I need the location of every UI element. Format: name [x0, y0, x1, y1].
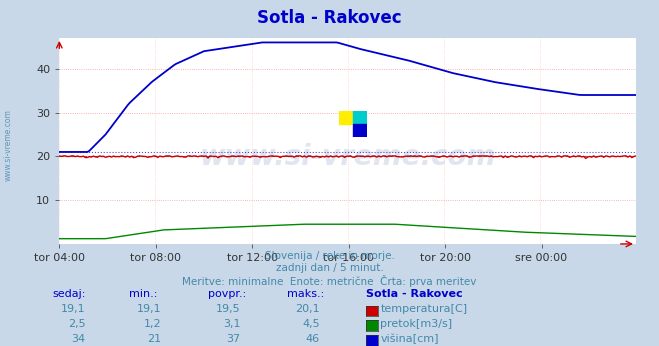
Text: povpr.:: povpr.:: [208, 289, 246, 299]
Text: 37: 37: [227, 334, 241, 344]
Text: 3,1: 3,1: [223, 319, 241, 329]
Text: 34: 34: [72, 334, 86, 344]
Text: višina[cm]: višina[cm]: [380, 334, 439, 344]
Text: sedaj:: sedaj:: [53, 289, 86, 299]
Text: 4,5: 4,5: [302, 319, 320, 329]
Bar: [353, 124, 366, 137]
Text: 19,5: 19,5: [216, 304, 241, 314]
Text: temperatura[C]: temperatura[C]: [380, 304, 467, 314]
Text: 19,1: 19,1: [137, 304, 161, 314]
Text: Slovenija / reke in morje.: Slovenija / reke in morje.: [264, 251, 395, 261]
Text: 21: 21: [148, 334, 161, 344]
Text: Meritve: minimalne  Enote: metrične  Črta: prva meritev: Meritve: minimalne Enote: metrične Črta:…: [183, 275, 476, 287]
Text: 20,1: 20,1: [295, 304, 320, 314]
Bar: [339, 111, 353, 124]
Text: pretok[m3/s]: pretok[m3/s]: [380, 319, 452, 329]
Text: 19,1: 19,1: [61, 304, 86, 314]
Text: 46: 46: [306, 334, 320, 344]
Text: 2,5: 2,5: [68, 319, 86, 329]
Text: maks.:: maks.:: [287, 289, 324, 299]
Text: min.:: min.:: [129, 289, 157, 299]
Text: Sotla - Rakovec: Sotla - Rakovec: [257, 9, 402, 27]
Text: www.si-vreme.com: www.si-vreme.com: [200, 144, 496, 172]
Text: 1,2: 1,2: [144, 319, 161, 329]
Text: www.si-vreme.com: www.si-vreme.com: [3, 109, 13, 181]
Text: Sotla - Rakovec: Sotla - Rakovec: [366, 289, 463, 299]
Bar: [353, 111, 366, 124]
Text: zadnji dan / 5 minut.: zadnji dan / 5 minut.: [275, 263, 384, 273]
